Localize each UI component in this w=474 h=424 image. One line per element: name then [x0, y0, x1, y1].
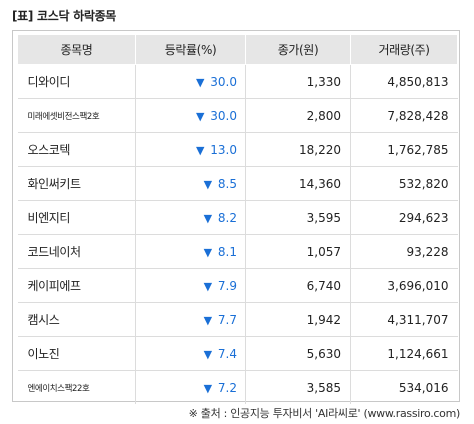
change-rate: ▼ 13.0 — [135, 132, 246, 167]
header-change-rate: 등락률(%) — [135, 34, 246, 65]
close-price: 3,595 — [245, 200, 351, 235]
down-arrow-icon: ▼ — [195, 75, 205, 89]
table-row: 비엔지티 ▼ 8.2 3,595 294,623 — [17, 200, 458, 235]
change-rate: ▼ 30.0 — [135, 98, 246, 133]
stock-name: 엔에이치스팩22호 — [27, 383, 90, 394]
table-row: 오스코텍 ▼ 13.0 18,220 1,762,785 — [17, 132, 458, 167]
change-rate: ▼ 8.2 — [135, 200, 246, 235]
volume: 294,623 — [350, 200, 458, 235]
close-price: 1,942 — [245, 302, 351, 337]
table-row: 미래에셋비전스팩2호 ▼ 30.0 2,800 7,828,428 — [17, 98, 458, 133]
down-arrow-icon: ▼ — [195, 109, 205, 123]
close-price: 6,740 — [245, 268, 351, 303]
close-price: 5,630 — [245, 336, 351, 371]
change-rate-value: 30.0 — [210, 74, 237, 89]
stock-name: 코드네이처 — [17, 234, 136, 269]
change-rate: ▼ 8.1 — [135, 234, 246, 269]
stock-name: 오스코텍 — [17, 132, 136, 167]
stock-name: 이노진 — [17, 336, 136, 371]
stock-name: 케이피에프 — [17, 268, 136, 303]
close-price: 3,585 — [245, 370, 351, 404]
stock-name: 미래에셋비전스팩2호 — [17, 98, 136, 133]
declining-stocks-table: 종목명 등락률(%) 종가(원) 거래량(주) 디와이디 ▼ 30.0 1,330 4… — [17, 34, 458, 404]
close-price: 1,057 — [245, 234, 351, 269]
change-rate-value: 7.9 — [217, 278, 237, 293]
stock-name: 캠시스 — [17, 302, 136, 337]
volume: 532,820 — [350, 166, 458, 201]
header-volume: 거래량(주) — [350, 34, 458, 65]
down-arrow-icon: ▼ — [203, 279, 213, 293]
volume: 1,762,785 — [350, 132, 458, 167]
change-rate: ▼ 8.5 — [135, 166, 246, 201]
change-rate-value: 30.0 — [210, 108, 237, 123]
close-price: 2,800 — [245, 98, 351, 133]
change-rate-value: 8.1 — [217, 244, 237, 259]
stock-table-frame: 종목명 등락률(%) 종가(원) 거래량(주) 디와이디 ▼ 30.0 1,330 4… — [12, 30, 460, 404]
volume: 7,828,428 — [350, 98, 458, 133]
down-arrow-icon: ▼ — [203, 245, 213, 259]
change-rate: ▼ 7.9 — [135, 268, 246, 303]
table-caption: [표] 코스닥 하락종목 — [12, 9, 117, 23]
volume: 534,016 — [350, 370, 458, 404]
down-arrow-icon: ▼ — [203, 177, 213, 191]
source-note: ※ 출처 : 인공지능 투자비서 'AI라씨로' (www.rassiro.co… — [188, 407, 461, 420]
close-price: 1,330 — [245, 64, 351, 99]
volume: 3,696,010 — [350, 268, 458, 303]
change-rate-value: 8.2 — [217, 210, 237, 225]
change-rate: ▼ 7.2 — [135, 370, 246, 404]
down-arrow-icon: ▼ — [203, 381, 213, 395]
down-arrow-icon: ▼ — [203, 313, 213, 327]
volume: 93,228 — [350, 234, 458, 269]
change-rate: ▼ 30.0 — [135, 64, 246, 99]
down-arrow-icon: ▼ — [203, 211, 213, 225]
table-row: 케이피에프 ▼ 7.9 6,740 3,696,010 — [17, 268, 458, 303]
change-rate-value: 13.0 — [210, 142, 237, 157]
stock-name: 비엔지티 — [17, 200, 136, 235]
stock-name: 화인써키트 — [17, 166, 136, 201]
change-rate-value: 8.5 — [217, 176, 237, 191]
stock-name: 디와이디 — [17, 64, 136, 99]
header-stock-name: 종목명 — [17, 34, 136, 65]
change-rate: ▼ 7.7 — [135, 302, 246, 337]
change-rate-value: 7.2 — [217, 380, 237, 395]
table-row: 디와이디 ▼ 30.0 1,330 4,850,813 — [17, 64, 458, 99]
close-price: 14,360 — [245, 166, 351, 201]
table-row: 캠시스 ▼ 7.7 1,942 4,311,707 — [17, 302, 458, 337]
change-rate-value: 7.4 — [217, 346, 237, 361]
table-row: 이노진 ▼ 7.4 5,630 1,124,661 — [17, 336, 458, 371]
table-row: 엔에이치스팩22호 ▼ 7.2 3,585 534,016 — [18, 370, 458, 404]
down-arrow-icon: ▼ — [195, 143, 205, 157]
header-close-price: 종가(원) — [245, 34, 351, 65]
table-row: 코드네이처 ▼ 8.1 1,057 93,228 — [17, 234, 458, 269]
volume: 4,850,813 — [350, 64, 458, 99]
table-header-row: 종목명 등락률(%) 종가(원) 거래량(주) — [17, 34, 458, 65]
volume: 4,311,707 — [350, 302, 458, 337]
change-rate-value: 7.7 — [217, 312, 237, 327]
table-row: 화인써키트 ▼ 8.5 14,360 532,820 — [17, 166, 458, 201]
change-rate: ▼ 7.4 — [135, 336, 246, 371]
down-arrow-icon: ▼ — [203, 347, 213, 361]
volume: 1,124,661 — [350, 336, 458, 371]
close-price: 18,220 — [245, 132, 351, 167]
